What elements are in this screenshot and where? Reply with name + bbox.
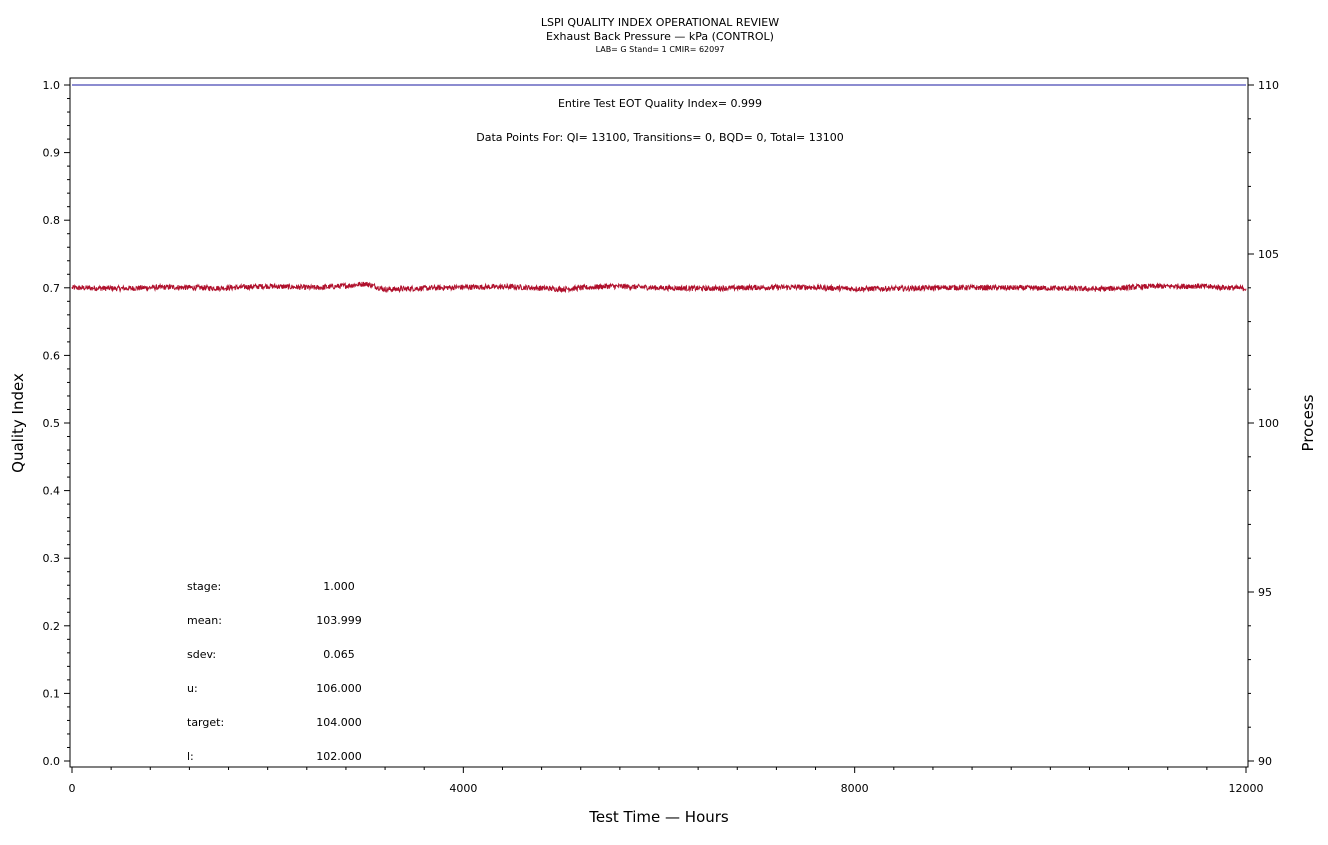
y-axis-label: Quality Index <box>9 373 27 473</box>
stat-value: 0.065 <box>323 648 355 661</box>
y-tick-label: 0.2 <box>43 620 61 633</box>
eot-quality-annotation: Entire Test EOT Quality Index= 0.999 <box>558 97 762 110</box>
stat-label: l: <box>187 750 194 763</box>
stat-value: 104.000 <box>316 716 362 729</box>
chart-title: LSPI QUALITY INDEX OPERATIONAL REVIEW <box>541 16 779 29</box>
y-tick-label: 0.5 <box>43 417 61 430</box>
chart-subtitle: Exhaust Back Pressure — kPa (CONTROL) <box>546 30 774 43</box>
y2-tick-label: 90 <box>1258 755 1272 768</box>
y2-axis-label: Process <box>1299 394 1317 451</box>
y-tick-label: 0.1 <box>43 687 61 700</box>
stat-value: 1.000 <box>323 580 355 593</box>
y-tick-label: 0.7 <box>43 282 61 295</box>
stats-block: stage: 1.000 mean: 103.999 sdev: 0.065 u: 106.0… <box>187 580 362 763</box>
tick-layer: 0.0 0.1 0.2 0.3 0.4 0.5 0.6 0.7 0.8 0.9 1.0 90 95 100… <box>43 79 1280 795</box>
y-tick-label: 0.8 <box>43 214 61 227</box>
stat-value: 106.000 <box>316 682 362 695</box>
stat-label: sdev: <box>187 648 216 661</box>
y-tick-label: 0.4 <box>43 485 61 498</box>
y-tick-label: 0.0 <box>43 755 61 768</box>
stat-label: mean: <box>187 614 222 627</box>
chart-subtitle-2: LAB= G Stand= 1 CMIR= 62097 <box>596 45 725 54</box>
y2-tick-label: 105 <box>1258 248 1279 261</box>
stat-label: u: <box>187 682 198 695</box>
x-tick-label: 12000 <box>1229 782 1264 795</box>
y-tick-label: 0.9 <box>43 147 61 160</box>
data-points-annotation: Data Points For: QI= 13100, Transitions=… <box>476 131 844 144</box>
y-tick-label: 0.3 <box>43 552 61 565</box>
y2-tick-label: 95 <box>1258 586 1272 599</box>
y2-tick-label: 110 <box>1258 79 1279 92</box>
stat-label: target: <box>187 716 224 729</box>
series-layer <box>71 84 1247 294</box>
y2-tick-label: 100 <box>1258 417 1279 430</box>
plot-frame <box>69 77 1249 768</box>
x-tick-label: 0 <box>69 782 76 795</box>
stat-label: stage: <box>187 580 221 593</box>
x-axis-label: Test Time — Hours <box>588 808 729 826</box>
y-tick-label: 0.6 <box>43 349 61 362</box>
stat-value: 103.999 <box>316 614 362 627</box>
y-tick-label: 1.0 <box>43 79 61 92</box>
process-line <box>71 281 1247 294</box>
stat-value: 102.000 <box>316 750 362 763</box>
x-tick-label: 4000 <box>449 782 477 795</box>
x-tick-label: 8000 <box>841 782 869 795</box>
